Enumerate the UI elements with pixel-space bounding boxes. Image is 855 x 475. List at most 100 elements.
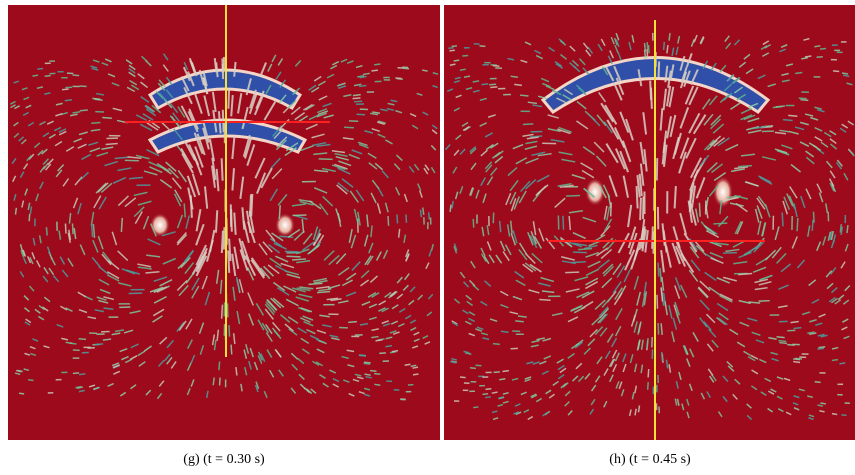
streak — [609, 202, 612, 217]
streak — [270, 157, 281, 169]
streak — [582, 216, 597, 223]
streak — [767, 407, 774, 413]
streak — [571, 59, 580, 67]
streak — [608, 175, 618, 197]
streak — [668, 86, 675, 108]
streak — [185, 318, 193, 330]
streak — [674, 277, 682, 291]
streak — [599, 327, 608, 337]
streak — [284, 323, 294, 332]
streak — [475, 189, 480, 199]
streak — [242, 134, 251, 157]
streak — [238, 279, 244, 293]
streak — [545, 389, 552, 395]
streak — [482, 193, 487, 204]
streak — [567, 316, 579, 323]
streak — [587, 260, 601, 268]
streak — [148, 161, 162, 169]
streak — [222, 227, 226, 250]
streak — [228, 238, 232, 262]
streak — [719, 293, 733, 301]
streak — [530, 344, 539, 348]
streak — [91, 256, 101, 268]
streak — [596, 114, 607, 127]
streak — [830, 297, 838, 304]
streak — [740, 153, 755, 157]
streak — [764, 249, 777, 261]
streak — [641, 292, 646, 308]
streak — [250, 257, 266, 277]
streak — [814, 136, 823, 142]
streak — [582, 42, 589, 50]
streak — [476, 326, 484, 331]
streak — [371, 69, 379, 72]
streak — [14, 207, 18, 215]
streak — [502, 391, 509, 395]
streak — [184, 262, 195, 275]
streak — [836, 159, 843, 167]
streak — [330, 298, 342, 302]
streak — [348, 320, 357, 324]
streak — [526, 136, 539, 140]
streak — [748, 301, 761, 304]
streak — [279, 235, 294, 239]
streak — [153, 276, 168, 283]
streak — [523, 408, 530, 414]
streak — [556, 358, 564, 364]
streak — [176, 234, 188, 246]
streak — [227, 89, 231, 109]
streak — [738, 299, 752, 305]
streak — [424, 164, 430, 171]
streak — [417, 294, 424, 301]
streak — [624, 249, 636, 271]
streak — [597, 43, 603, 52]
streak — [485, 396, 491, 399]
caption: (h) (t = 0.45 s) — [609, 452, 691, 467]
streak — [576, 120, 589, 130]
streak — [580, 162, 594, 171]
streak — [831, 358, 838, 362]
streak — [469, 145, 477, 153]
streak — [10, 104, 16, 109]
streak — [227, 250, 231, 273]
streak — [198, 69, 205, 86]
streak — [105, 142, 118, 146]
streak — [413, 163, 420, 171]
streak — [598, 91, 607, 103]
streak — [340, 58, 348, 63]
streak — [808, 417, 814, 421]
streaks — [444, 32, 855, 421]
streak — [745, 68, 754, 75]
streak — [199, 345, 205, 355]
streak — [555, 63, 564, 69]
streak — [354, 100, 363, 103]
streak — [92, 97, 101, 100]
streak — [389, 330, 397, 334]
streak — [704, 271, 717, 282]
streak — [710, 118, 722, 130]
streak — [559, 367, 567, 374]
streak — [581, 169, 595, 179]
streak — [135, 154, 150, 160]
streak — [502, 251, 510, 262]
streak — [293, 230, 305, 242]
streak — [638, 173, 643, 197]
streak — [358, 390, 365, 395]
streak — [189, 60, 197, 75]
streak — [737, 164, 753, 168]
streak — [13, 80, 20, 84]
streak — [317, 108, 328, 114]
streak — [713, 137, 726, 147]
streak — [612, 281, 622, 294]
streak — [275, 349, 282, 358]
streak — [492, 417, 499, 421]
streak — [747, 129, 762, 134]
streak — [537, 95, 548, 100]
streak — [202, 120, 210, 143]
streak — [74, 176, 83, 186]
streak — [181, 153, 194, 174]
streak — [411, 345, 419, 349]
streak — [530, 393, 537, 398]
streak — [840, 261, 846, 269]
